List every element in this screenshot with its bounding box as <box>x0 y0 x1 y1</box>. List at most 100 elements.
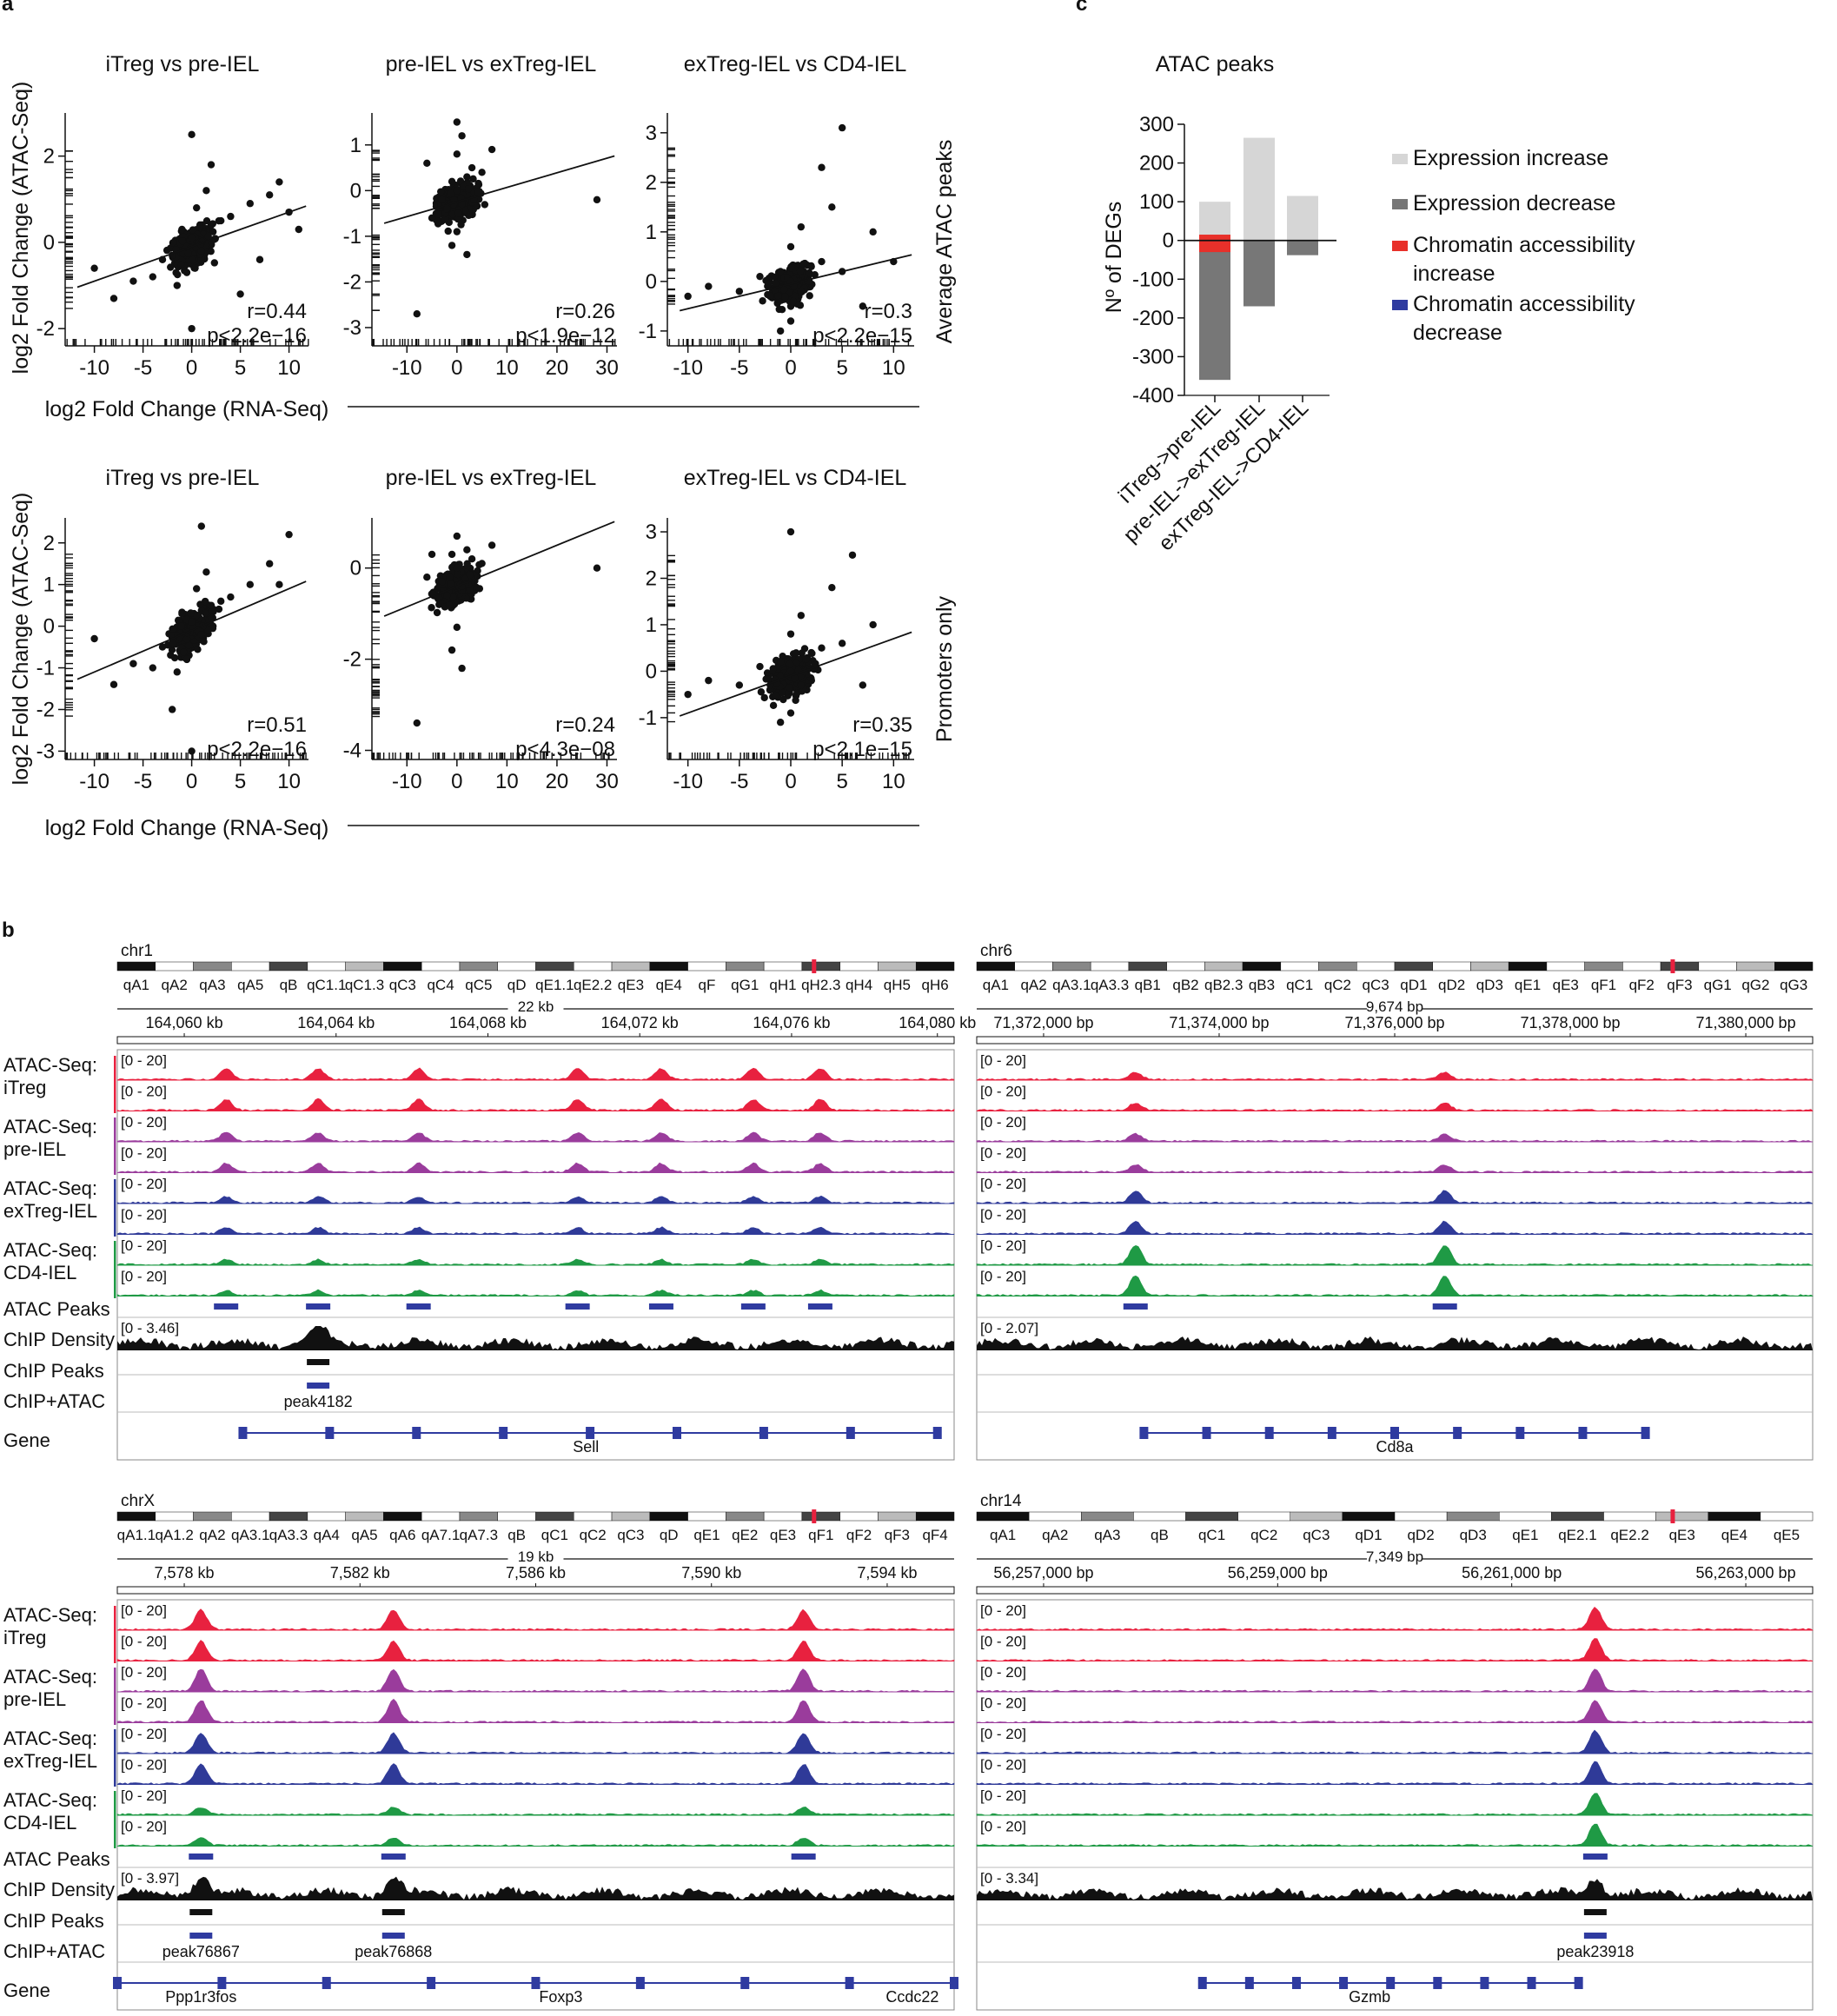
data-point <box>684 292 692 301</box>
data-point <box>177 622 185 630</box>
y-tick-label: 3 <box>646 521 657 544</box>
data-point <box>458 132 466 140</box>
data-point <box>188 130 196 139</box>
ideogram-band <box>1204 961 1243 972</box>
gene-exon <box>635 1977 645 1989</box>
data-point <box>184 641 193 649</box>
data-point <box>447 580 455 587</box>
data-point <box>227 212 235 221</box>
data-point <box>193 585 201 593</box>
coordinate-label: 71,374,000 bp <box>1169 1014 1269 1031</box>
ideogram-band <box>459 1511 498 1522</box>
gene-exon <box>586 1427 595 1439</box>
data-point <box>266 191 274 199</box>
band-label: qF3 <box>885 1527 910 1543</box>
x-tick-label: 0 <box>186 356 197 380</box>
data-point <box>765 280 773 288</box>
x-tick-label: -5 <box>730 356 748 380</box>
band-label: qA3 <box>1094 1527 1120 1543</box>
y-tick-label: 2 <box>43 532 55 555</box>
band-label: qA1.1 <box>117 1527 156 1543</box>
data-point <box>869 228 877 236</box>
ideogram-band <box>307 1511 346 1522</box>
track-range-label: [0 - 20] <box>980 1634 1026 1650</box>
data-point <box>774 292 782 300</box>
ideogram-band <box>1551 1511 1604 1522</box>
data-point <box>434 210 442 218</box>
ideogram-band <box>1708 1511 1761 1522</box>
coordinate-label: 56,259,000 bp <box>1228 1564 1328 1582</box>
bar-y-tick-label: 0 <box>1163 229 1174 253</box>
regression-line <box>679 254 912 312</box>
band-label: qD3 <box>1460 1527 1487 1543</box>
y-tick-label: -1 <box>343 225 361 249</box>
gene-exon <box>113 1977 122 1989</box>
data-point <box>413 719 421 727</box>
band-label: qC5 <box>465 977 492 993</box>
track-range-label: [0 - 20] <box>980 1787 1026 1804</box>
track-range-label: [0 - 20] <box>980 1207 1026 1224</box>
ideogram-band <box>915 961 955 972</box>
band-label: qE1 <box>1512 1527 1538 1543</box>
data-point <box>797 612 806 620</box>
atac-peak-block <box>306 1303 331 1310</box>
ideogram-position-marker <box>812 1509 817 1523</box>
data-point <box>189 226 197 234</box>
x-tick-label: 5 <box>235 770 246 793</box>
atac-signal-track <box>116 1668 955 1693</box>
gene-exon <box>217 1977 227 1989</box>
x-tick-label: 20 <box>546 356 569 380</box>
data-point <box>207 161 216 169</box>
chip-peak-block <box>307 1359 330 1365</box>
track-range-label: [0 - 20] <box>121 1634 167 1650</box>
x-tick-label: 10 <box>882 770 905 793</box>
data-point <box>705 676 713 685</box>
ideogram-band <box>116 961 156 972</box>
track-label: exTreg-IEL <box>3 1750 97 1772</box>
data-point <box>169 639 176 647</box>
gene-exon <box>1291 1977 1301 1989</box>
track-range-label: [0 - 20] <box>980 1052 1026 1069</box>
data-point <box>778 689 786 697</box>
atac-peak-block <box>565 1303 590 1310</box>
track-range-label: [0 - 20] <box>121 1269 167 1285</box>
legend-swatch <box>1392 241 1408 251</box>
ylabel-avg: log2 Fold Change (ATAC-Seq) <box>9 82 33 375</box>
chromosome-name: chrX <box>121 1492 155 1510</box>
gene-exon <box>1527 1977 1536 1989</box>
atac-peak-block <box>1432 1303 1457 1310</box>
track-range-label: [0 - 20] <box>980 1084 1026 1100</box>
data-point <box>443 205 451 213</box>
regression-line <box>383 155 615 224</box>
chromosome-name: chr1 <box>121 942 153 960</box>
group-color-bar <box>114 1668 116 1725</box>
data-point <box>295 225 302 234</box>
band-label: qE4 <box>1721 1527 1747 1543</box>
atac-signal-track <box>976 1245 1814 1266</box>
data-point <box>204 232 212 241</box>
data-point <box>756 662 764 671</box>
locus-chrx-foxp3: chrX qA1.1 qA1.2 qA2 qA3.1 qA3.3 qA4 qA5 qA6 qA7.… <box>113 1492 958 2011</box>
track-label: iTreg <box>3 1627 46 1648</box>
data-point <box>255 255 264 263</box>
bar-y-tick-label: -200 <box>1132 307 1174 330</box>
x-tick-label: -10 <box>79 770 109 793</box>
data-point <box>196 222 204 231</box>
chip-atac-block <box>307 1383 330 1389</box>
regression-line <box>383 521 615 617</box>
data-point <box>189 255 196 264</box>
data-point <box>735 288 744 295</box>
band-label: qA1 <box>123 977 149 993</box>
data-point <box>194 646 202 653</box>
data-point <box>818 163 826 171</box>
ideogram-band <box>1508 961 1548 972</box>
band-label: qC2 <box>1250 1527 1277 1543</box>
chip-range-label: [0 - 3.34] <box>980 1870 1038 1887</box>
ideogram-band <box>231 1511 270 1522</box>
gene-exon <box>531 1977 540 1989</box>
ideogram-band <box>345 1511 384 1522</box>
band-label: qA3.3 <box>269 1527 308 1543</box>
data-point <box>210 259 219 267</box>
atac-signal-track <box>116 1067 955 1081</box>
data-point <box>129 660 137 667</box>
